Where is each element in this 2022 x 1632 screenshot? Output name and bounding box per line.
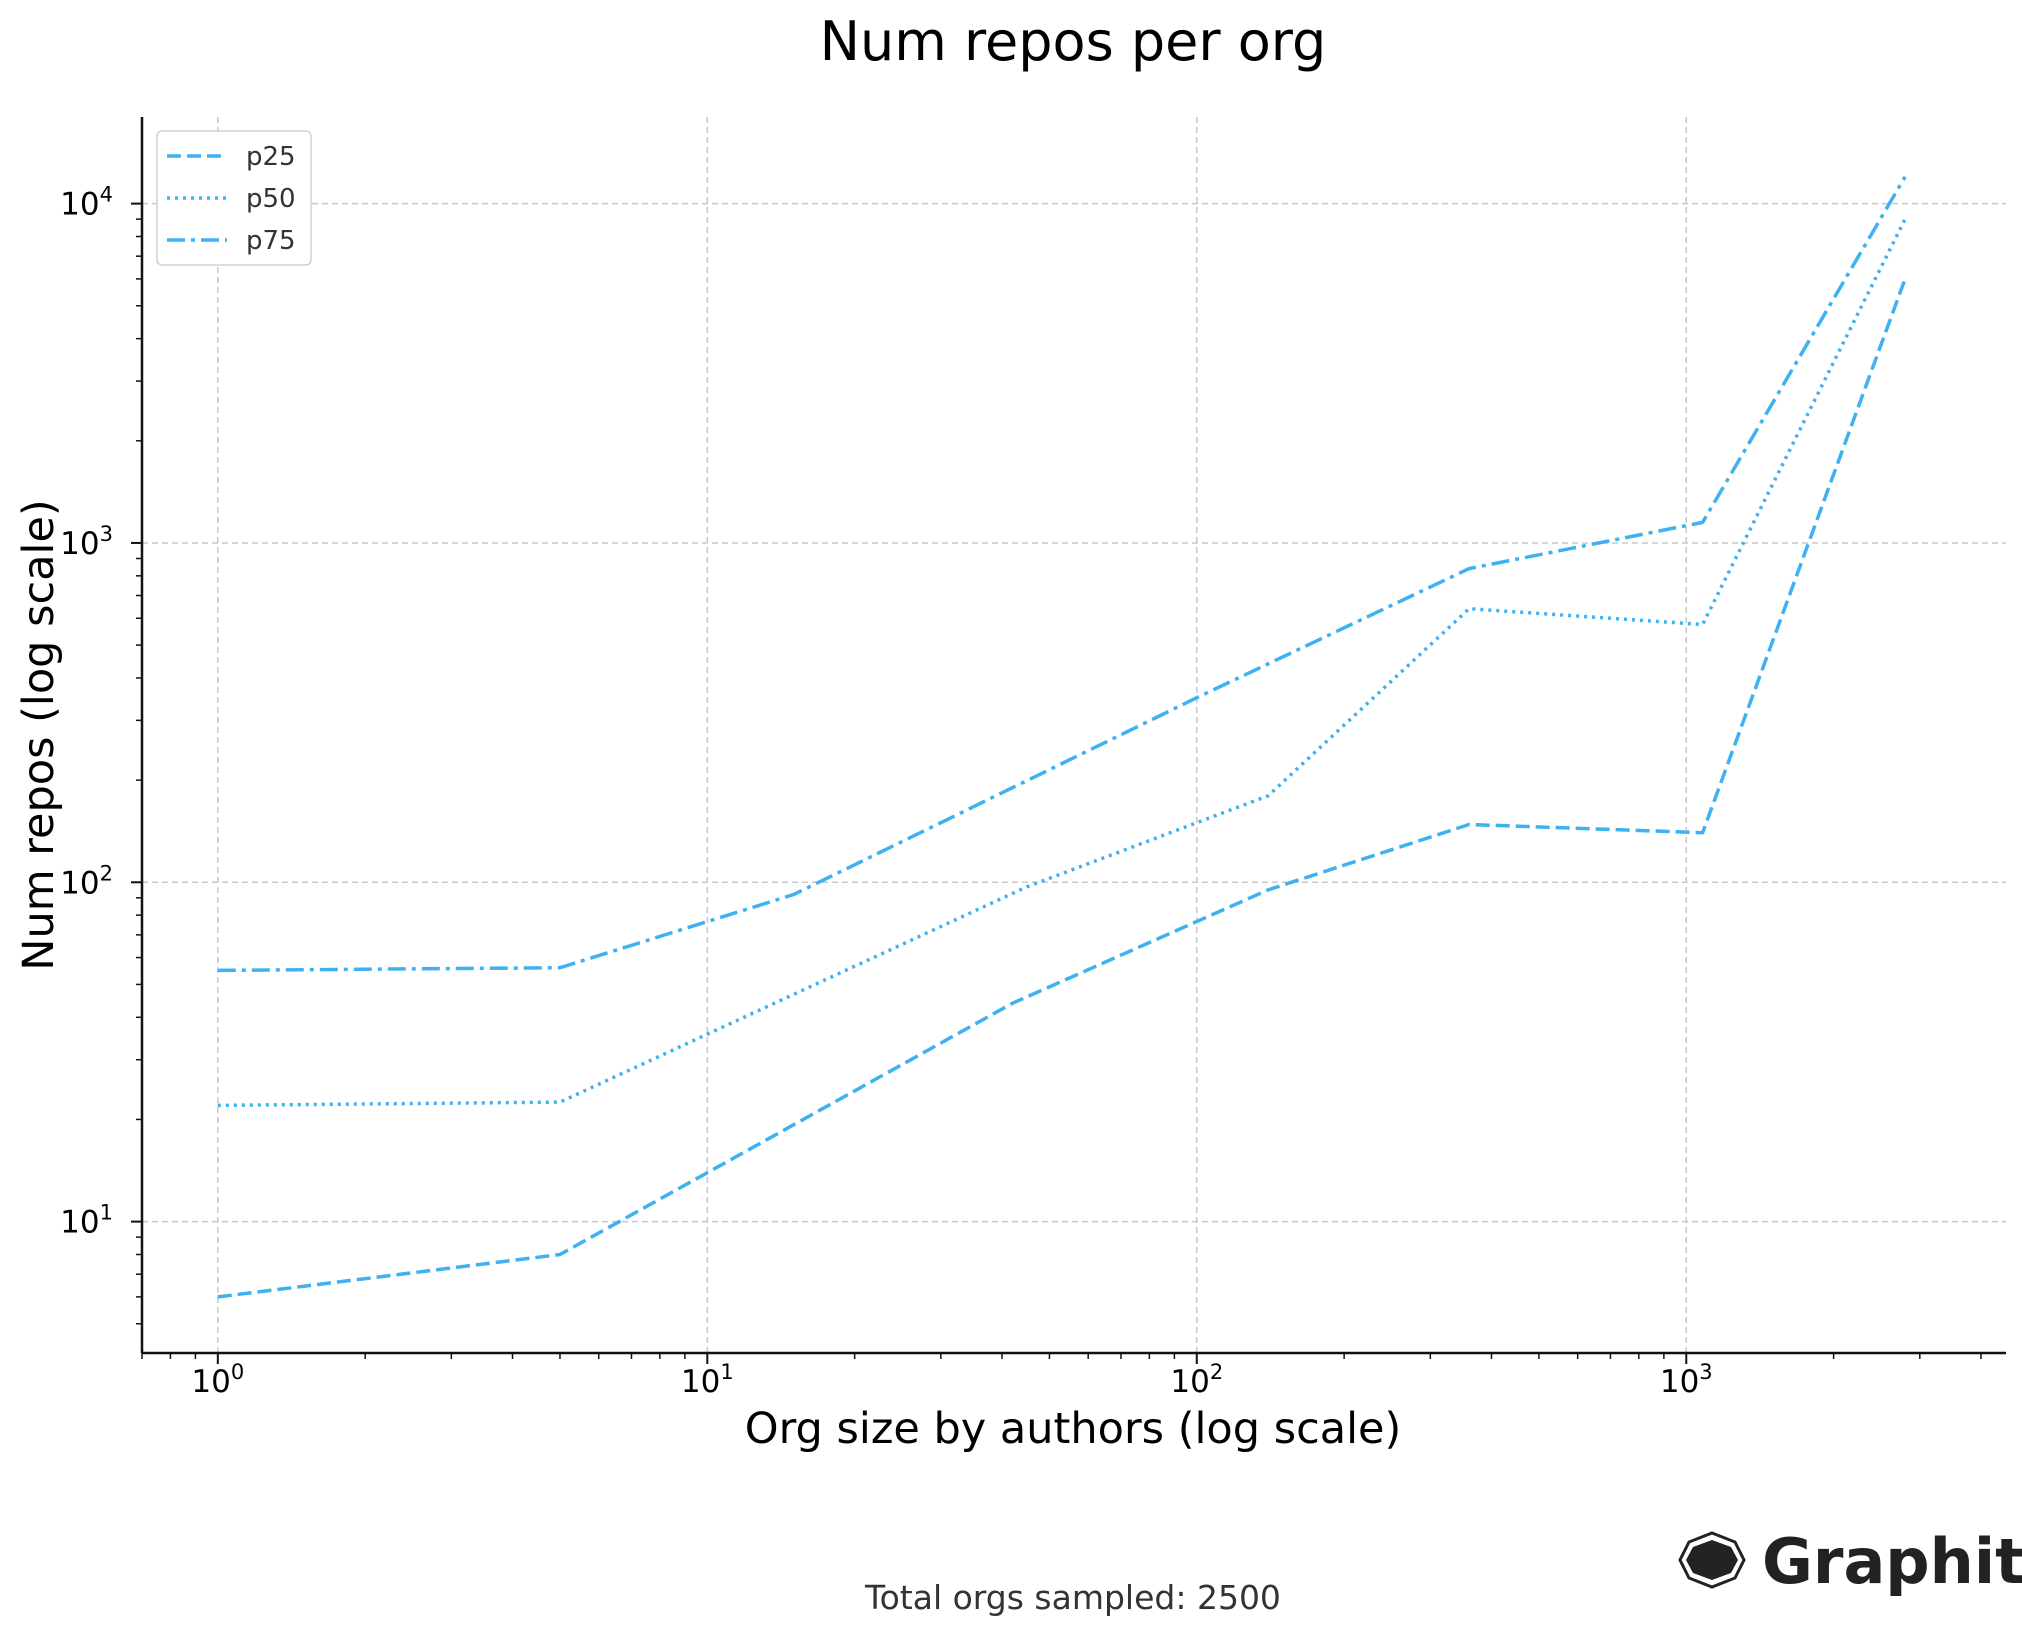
minor-ticks: [131, 202, 1982, 1364]
x-axis-label: Org size by authors (log scale): [745, 1404, 1402, 1454]
y-tick-labels: 101 102 103 104: [60, 183, 113, 1241]
legend-label-p75: p75: [246, 226, 296, 256]
x-tick-label: 100: [191, 1360, 244, 1400]
series-line-p50: [217, 218, 1907, 1108]
x-tick-label: 102: [1170, 1360, 1223, 1400]
series-lines: [217, 175, 1907, 1299]
grid: [142, 117, 2006, 1353]
y-axis-label: Num repos (log scale): [14, 499, 64, 970]
graphite-hexagon-outline-icon: [1678, 1531, 1746, 1589]
legend-label-p50: p50: [246, 184, 296, 214]
legend-box: [156, 130, 312, 266]
logo-text: Graphite: [1762, 1525, 2022, 1598]
legend: p25 p50 p75: [156, 130, 312, 266]
y-tick-label: 102: [60, 861, 113, 901]
series-line-p75: [217, 175, 1907, 973]
x-tick-labels: 100 101 102 103: [191, 1360, 1712, 1400]
chart-title: Num repos per org: [820, 10, 1327, 73]
legend-label-p25: p25: [246, 142, 296, 172]
graphite-hexagon-icon: [1686, 1540, 1738, 1580]
series-line-p25: [217, 278, 1907, 1299]
y-tick-label: 103: [60, 522, 113, 562]
footer-note: Total orgs sampled: 2500: [864, 1578, 1281, 1617]
x-tick-label: 103: [1660, 1360, 1713, 1400]
y-tick-label: 104: [60, 183, 113, 223]
graphite-logo: Graphite: [1678, 1525, 2022, 1598]
x-tick-label: 101: [681, 1360, 734, 1400]
y-tick-label: 101: [60, 1201, 113, 1241]
